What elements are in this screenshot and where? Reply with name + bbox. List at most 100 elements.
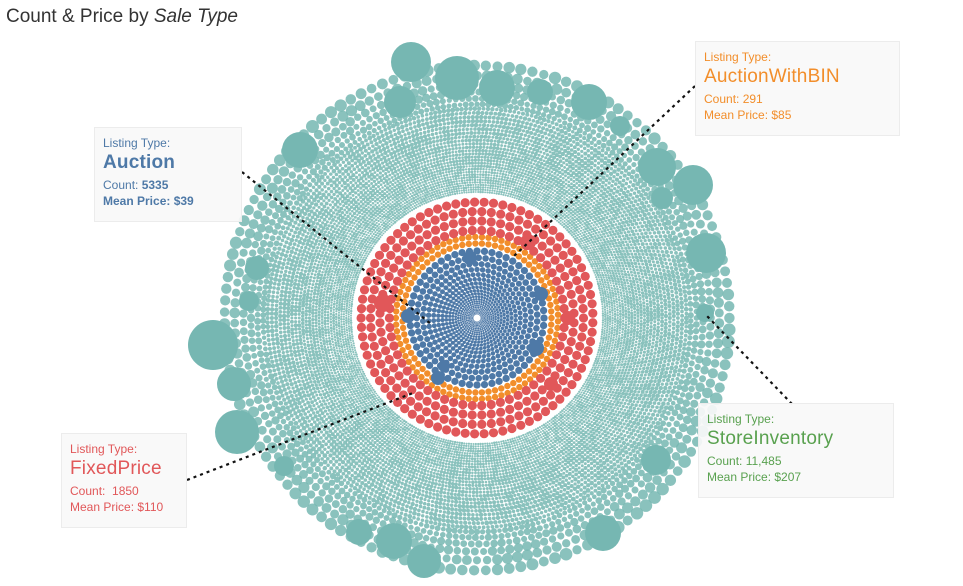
bubble-auction — [469, 343, 473, 347]
bubble-storeinventory — [399, 423, 402, 426]
bubble-fixedprice — [514, 411, 524, 421]
bubble-auction — [465, 318, 468, 320]
bubble-storeinventory — [595, 276, 598, 279]
bubble-auction — [482, 282, 487, 287]
bubble-storeinventory — [570, 226, 573, 229]
bubble-storeinventory — [465, 457, 469, 460]
bubble-storeinventory — [424, 442, 427, 445]
bubble-fixedprice — [572, 350, 582, 360]
bubble-auctionwithbin — [548, 314, 555, 322]
bubble-storeinventory — [391, 420, 395, 423]
bubble-storeinventory — [361, 412, 365, 416]
bubble-storeinventory — [613, 287, 617, 290]
bubble-auction — [467, 316, 469, 318]
bubble-storeinventory — [619, 309, 622, 313]
bubble-storeinventory — [476, 185, 480, 189]
bubble-storeinventory — [355, 232, 359, 236]
bubble-storeinventory — [338, 283, 342, 286]
bubble-auction — [472, 305, 475, 308]
bubble-storeinventory — [377, 428, 381, 433]
bubble-storeinventory — [352, 350, 355, 354]
bubble-storeinventory — [617, 280, 621, 284]
bubble-fixedprice — [433, 204, 443, 214]
bubble-storeinventory — [384, 198, 388, 202]
bubble-fixedprice — [439, 404, 449, 414]
bubble-storeinventory — [400, 438, 404, 442]
bubble-storeinventory — [496, 182, 500, 186]
bubble-storeinventory — [375, 205, 379, 209]
bubble-storeinventory — [505, 192, 508, 195]
bubble-storeinventory — [372, 404, 376, 408]
bubble-auction — [492, 337, 496, 342]
bubble-storeinventory — [351, 357, 355, 360]
bubble-storeinventory — [618, 350, 621, 353]
bubble-storeinventory — [597, 364, 600, 367]
bubble-storeinventory — [565, 221, 568, 224]
bubble-auction — [463, 278, 468, 284]
bubble-storeinventory — [390, 429, 394, 432]
bubble-storeinventory — [607, 295, 610, 299]
bubble-auction — [520, 301, 527, 307]
bubble-storeinventory — [368, 399, 371, 402]
bubble-storeinventory — [604, 315, 607, 318]
bubble-storeinventory — [337, 365, 341, 368]
bubble-storeinventory — [611, 264, 615, 267]
bubble-storeinventory — [442, 195, 445, 198]
bubble-storeinventory — [479, 445, 482, 448]
bubble-storeinventory — [601, 292, 605, 295]
bubble-storeinventory — [386, 436, 390, 440]
bubble-storeinventory — [534, 197, 538, 200]
bubble-storeinventory — [346, 288, 348, 291]
bubble-auction — [469, 298, 473, 302]
bubble-auction — [465, 311, 467, 314]
bubble-storeinventory — [596, 388, 600, 391]
bubble-auction — [502, 319, 506, 324]
bubble-storeinventory — [601, 314, 605, 317]
bubble-storeinventory — [346, 267, 349, 271]
bubble-auctionwithbin — [478, 389, 486, 396]
bubble-storeinventory — [393, 430, 396, 434]
bubble-storeinventory — [409, 426, 412, 429]
bubble-storeinventory — [345, 262, 349, 266]
bubble-storeinventory — [524, 176, 528, 179]
bubble-storeinventory — [607, 283, 610, 287]
bubble-storeinventory — [513, 444, 517, 447]
bubble-storeinventory — [404, 185, 407, 189]
bubble-storeinventory — [429, 438, 432, 442]
bubble-auction — [474, 308, 476, 310]
bubble-auctionwithbin — [504, 239, 511, 247]
bubble-storeinventory — [555, 187, 559, 191]
bubble-storeinventory — [476, 457, 479, 460]
bubble-storeinventory — [401, 430, 404, 433]
bubble-storeinventory — [592, 258, 595, 261]
bubble-storeinventory — [608, 325, 611, 328]
bubble-storeinventory — [386, 196, 390, 200]
bubble-storeinventory — [496, 445, 499, 449]
bubble-storeinventory — [333, 300, 336, 303]
bubble-storeinventory — [603, 361, 607, 365]
bubble-storeinventory — [351, 269, 354, 272]
bubble-storeinventory — [534, 428, 538, 431]
bubble-storeinventory — [375, 423, 379, 427]
bubble-storeinventory — [523, 172, 527, 176]
bubble-auction — [470, 314, 472, 317]
bubble-storeinventory — [346, 331, 349, 334]
bubble-storeinventory — [427, 195, 430, 198]
bubble-storeinventory — [411, 181, 415, 185]
bubble-storeinventory — [387, 227, 390, 230]
bubble-storeinventory — [442, 174, 446, 177]
bubble-auction — [464, 298, 467, 302]
bubble-storeinventory — [437, 194, 440, 197]
bubble-storeinventory — [460, 441, 464, 445]
bubble-storeinventory — [361, 262, 365, 266]
bubble-storeinventory — [442, 188, 445, 191]
bubble-auctionwithbin — [553, 298, 560, 305]
bubble-auction — [430, 283, 437, 290]
bubble-storeinventory — [379, 415, 382, 418]
bubble-auction — [477, 335, 481, 338]
bubble-storeinventory — [355, 353, 358, 356]
bubble-storeinventory — [485, 168, 488, 171]
bubble-storeinventory — [409, 441, 412, 444]
bubble-storeinventory — [601, 328, 604, 331]
